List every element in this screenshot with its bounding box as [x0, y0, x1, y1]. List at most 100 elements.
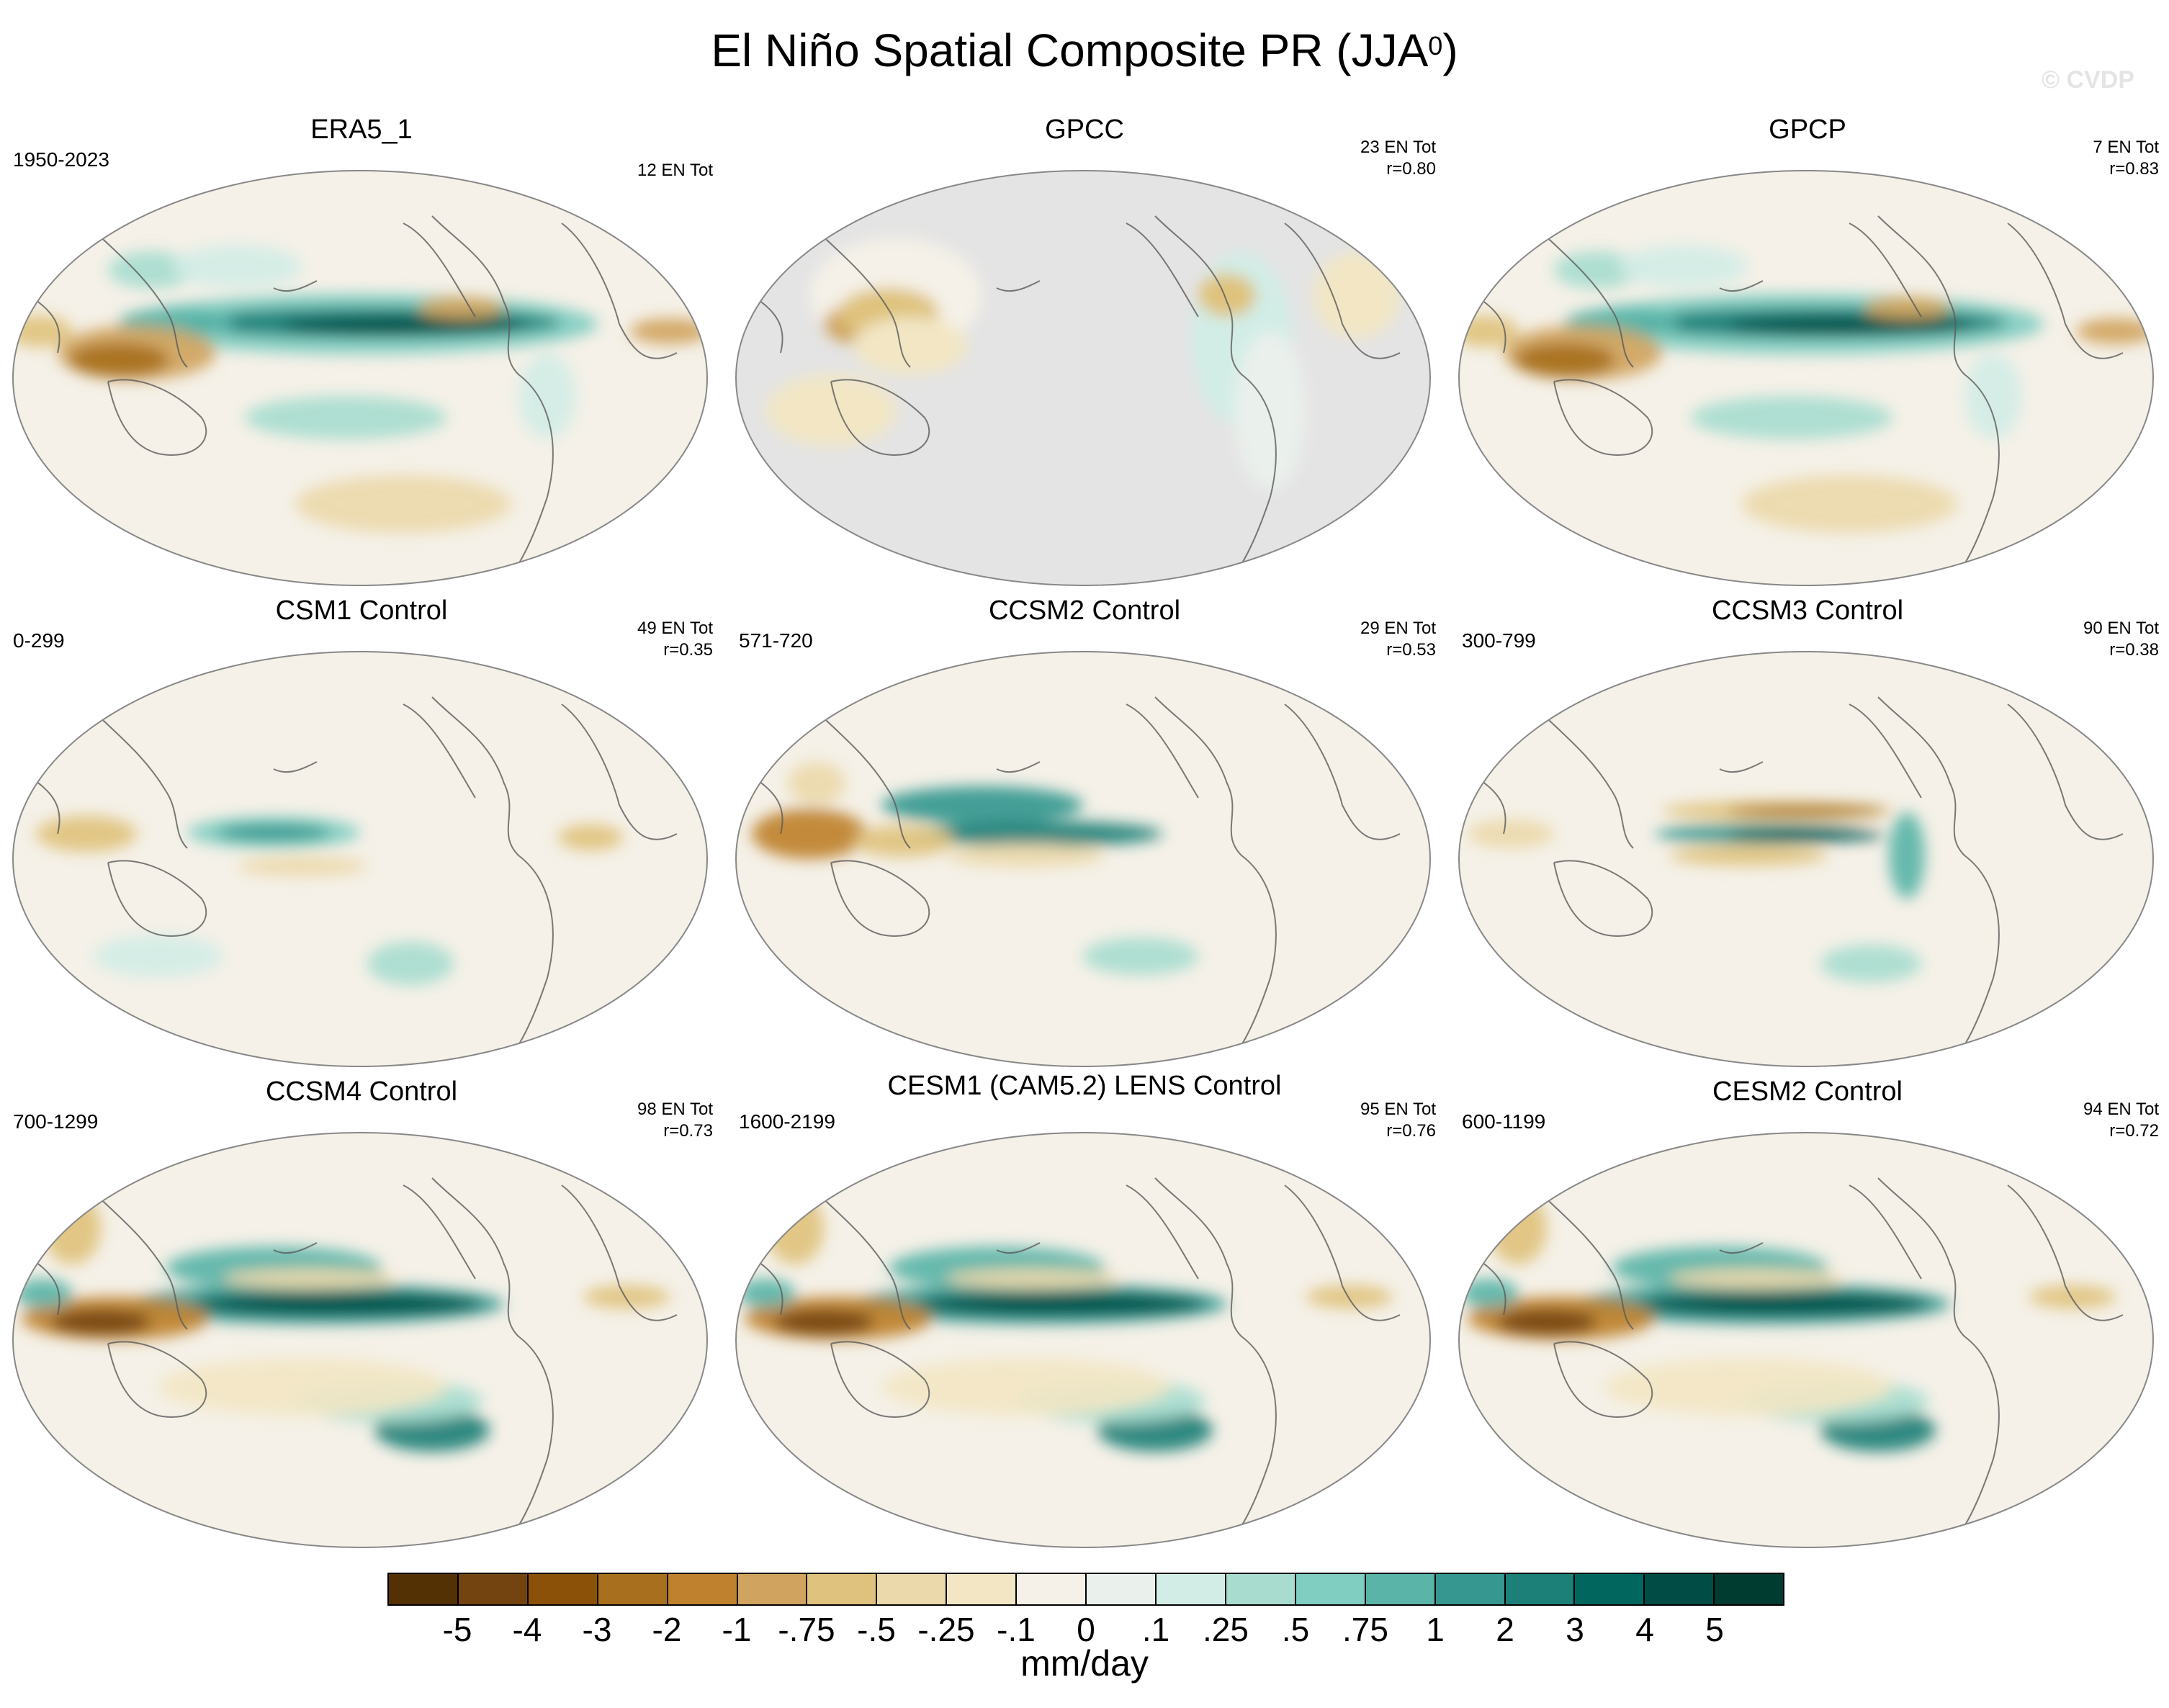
panel-title: GPCP — [1769, 114, 1846, 145]
southern-dry-anomaly — [881, 1358, 1169, 1416]
coastline — [107, 860, 207, 937]
robinson-map — [735, 1132, 1431, 1548]
panel-title: CSM1 Control — [275, 595, 448, 626]
maritime-dry-anomaly — [853, 825, 953, 857]
coastline — [273, 280, 318, 292]
coastline — [1126, 1185, 1199, 1280]
colorbar-swatch — [1017, 1574, 1087, 1604]
pacific-band-core-anomaly — [1727, 317, 1972, 334]
colorbar-tick-label: .75 — [1342, 1611, 1388, 1648]
panel-title: GPCC — [1045, 114, 1124, 145]
atlantic-dry-anomaly — [583, 1285, 670, 1308]
eurasia-dry-anomaly — [43, 1192, 101, 1264]
north-dry-band-anomaly — [946, 1269, 1119, 1289]
coastline — [107, 1341, 207, 1418]
land-precip-patch — [1198, 274, 1256, 317]
robinson-map — [1458, 1132, 2154, 1548]
coastline — [830, 860, 930, 937]
pacific-band-core-anomaly — [1640, 1293, 1928, 1316]
colorbar-swatch — [1295, 1574, 1366, 1604]
panel-stat-line: r=0.53 — [1386, 640, 1436, 660]
southern-dry-anomaly — [158, 1358, 446, 1416]
caribbean-dry-anomaly — [1864, 297, 1950, 320]
npac-wet-anomaly — [173, 245, 302, 288]
maritime-dry-core-anomaly — [773, 1309, 874, 1335]
colorbar-tick-label: -.25 — [917, 1611, 975, 1648]
robinson-map — [1458, 651, 2154, 1067]
panel-stat-line: r=0.72 — [2109, 1121, 2159, 1141]
coastline — [1877, 1177, 2000, 1546]
coastline — [86, 223, 188, 368]
map-outline — [1458, 170, 2154, 586]
coastline — [561, 1185, 678, 1321]
colorbar-swatch — [1087, 1574, 1157, 1604]
asia-wet-anomaly — [1554, 251, 1640, 289]
colorbar-tick-label: .1 — [1141, 1611, 1170, 1648]
title-text: El Niño Spatial Composite PR (JJA — [711, 24, 1429, 76]
coastline — [1154, 1177, 1277, 1546]
coastline — [1849, 223, 1922, 318]
atlantic-dry-anomaly — [558, 824, 623, 850]
north-dry-band-anomaly — [1669, 1269, 1842, 1289]
panel-stats: 98 EN Tot r=0.73 — [637, 1099, 713, 1142]
coastline — [996, 280, 1041, 292]
coastline — [1719, 280, 1764, 292]
coastline — [1284, 704, 1401, 840]
coastline — [273, 761, 318, 773]
map-outline — [735, 170, 1431, 586]
samerica-wet-anomaly — [518, 353, 576, 439]
pacific-band-core-anomaly — [917, 1293, 1205, 1316]
panel-stat-line: r=0.80 — [1386, 159, 1436, 179]
indian-wet-anomaly — [14, 1279, 72, 1308]
colorbar-swatch — [807, 1574, 878, 1604]
atlantic-dry-anomaly — [630, 318, 707, 344]
sepac-wet-anomaly — [1820, 945, 1921, 982]
panel-title: ERA5_1 — [310, 114, 413, 145]
equatorial-core-anomaly — [1727, 830, 1885, 841]
colorbar-tick-label: -1 — [722, 1611, 752, 1648]
colorbar-tick-label: 4 — [1635, 1611, 1654, 1648]
coastline — [431, 696, 554, 1065]
panel-years: 1600-2199 — [739, 1110, 835, 1133]
maritime-dry-core-anomaly — [1514, 343, 1615, 377]
sepac-wet-anomaly — [1083, 938, 1198, 975]
colorbar-tick-label: .25 — [1203, 1611, 1249, 1648]
southern-dry-anomaly — [295, 475, 511, 533]
colorbar-tick-label: .5 — [1281, 1611, 1310, 1648]
panel-stat-line: r=0.76 — [1386, 1121, 1436, 1141]
map-panel: CCSM2 Control 571-720 29 EN Tot r=0.53 — [723, 589, 1446, 1070]
indian-dry-anomaly — [1468, 819, 1554, 848]
map-outline — [12, 651, 708, 1067]
coastline — [273, 1242, 318, 1254]
eurasia-dry-anomaly — [766, 1192, 824, 1264]
colorbar-swatch — [877, 1574, 948, 1604]
map-outline — [735, 651, 1431, 1067]
panel-stats: 7 EN Tot r=0.83 — [2093, 137, 2159, 180]
title-close: ) — [1442, 24, 1458, 76]
panel-stat-line: 98 EN Tot — [637, 1100, 713, 1119]
land-precip-patch — [766, 374, 896, 446]
coastline — [431, 215, 554, 584]
coastline — [830, 1341, 930, 1418]
coastline — [1532, 704, 1634, 849]
coastline — [1553, 1341, 1653, 1418]
coastline — [1877, 215, 2000, 584]
colorbar — [387, 1573, 1784, 1606]
panel-stats: 23 EN Tot r=0.80 — [1360, 137, 1436, 180]
panel-stat-line: 49 EN Tot — [637, 619, 713, 638]
coastline — [830, 379, 930, 456]
coastline — [996, 1242, 1041, 1254]
coastline — [2007, 223, 2124, 359]
panel-years: 300-799 — [1462, 629, 1536, 652]
indian-dry-anomaly — [752, 809, 867, 859]
coastline — [431, 1177, 554, 1546]
spcz-dry-anomaly — [238, 856, 367, 876]
colorbar-swatch — [737, 1574, 808, 1604]
map-outline — [12, 1132, 708, 1548]
panel-stat-line: 94 EN Tot — [2083, 1100, 2159, 1119]
colorbar-swatch — [528, 1574, 598, 1604]
panel-stat-line: r=0.38 — [2109, 640, 2159, 660]
map-panel: GPCC 23 EN Tot r=0.80 — [723, 108, 1446, 589]
coastline — [1553, 860, 1653, 937]
panel-years: 0-299 — [13, 629, 65, 652]
